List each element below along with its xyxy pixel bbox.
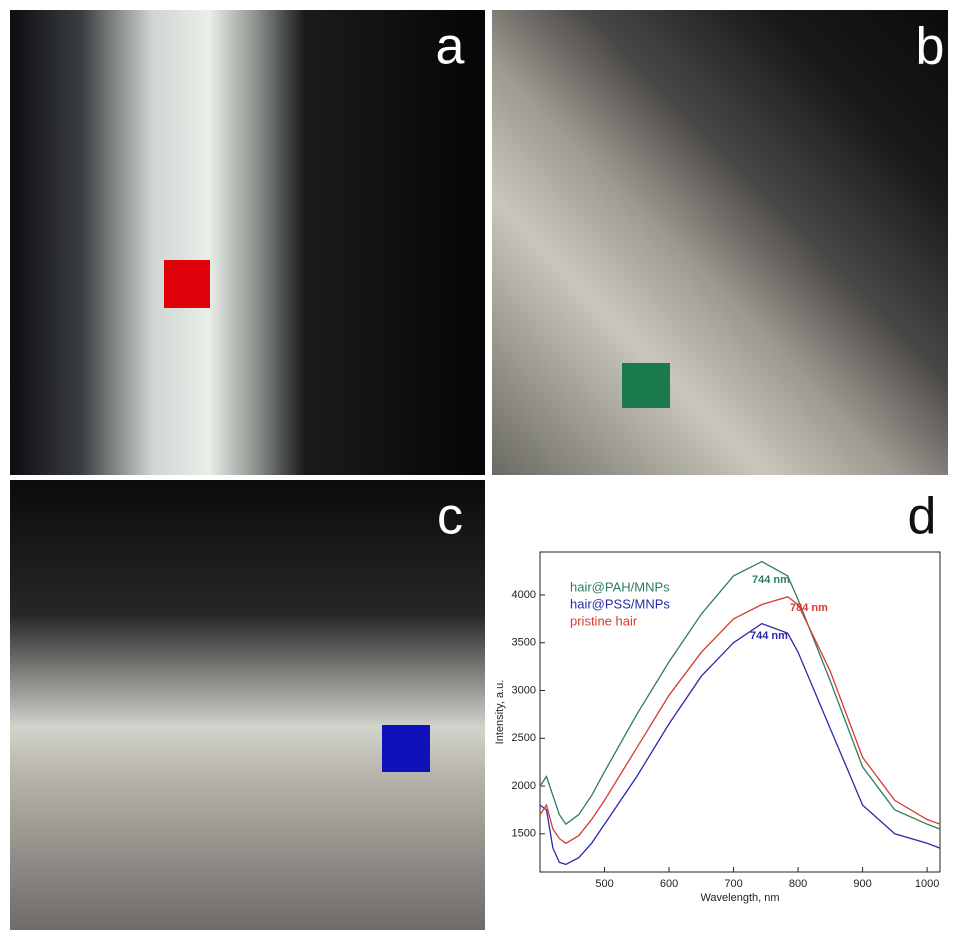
panel-label: a — [436, 18, 465, 76]
annotation: 744 nm — [750, 630, 788, 642]
y-tick-label: 2000 — [512, 780, 536, 792]
legend-entry: hair@PAH/MNPs — [570, 579, 670, 594]
spot-marker — [164, 260, 210, 308]
micrograph-c — [10, 480, 485, 930]
y-tick-label: 4000 — [512, 589, 536, 601]
spot-marker — [622, 363, 670, 408]
annotation: 784 nm — [790, 602, 828, 614]
legend-entry: pristine hair — [570, 613, 638, 628]
panel-label: d — [908, 488, 937, 546]
y-tick-label: 1500 — [512, 828, 536, 840]
micrograph-a — [10, 10, 485, 475]
x-axis-title: Wavelength, nm — [700, 892, 779, 904]
y-tick-label: 2500 — [512, 732, 536, 744]
spectrum-chart: 500 600 700 800 900 1000 1500 2000 2500 3000 3500 4… — [494, 551, 941, 904]
x-tick-label: 800 — [789, 878, 807, 890]
series-line — [539, 560, 941, 830]
x-tick-label: 1000 — [915, 878, 939, 890]
x-tick-label: 900 — [853, 878, 871, 890]
series-line — [539, 596, 941, 845]
spot-marker — [382, 725, 430, 772]
y-tick-label: 3500 — [512, 637, 536, 649]
x-tick-label: 700 — [724, 878, 742, 890]
micrograph-b — [492, 10, 948, 475]
panel-label: c — [437, 488, 463, 546]
y-tick-label: 3000 — [512, 684, 536, 696]
plot-frame — [539, 551, 941, 873]
legend-entry: hair@PSS/MNPs — [570, 596, 670, 611]
y-axis-title: Intensity, a.u. — [494, 680, 506, 745]
x-tick-label: 500 — [595, 878, 613, 890]
annotation: 744 nm — [752, 574, 790, 586]
panel-label: b — [916, 18, 945, 76]
series-line — [539, 622, 941, 866]
x-tick-label: 600 — [660, 878, 678, 890]
